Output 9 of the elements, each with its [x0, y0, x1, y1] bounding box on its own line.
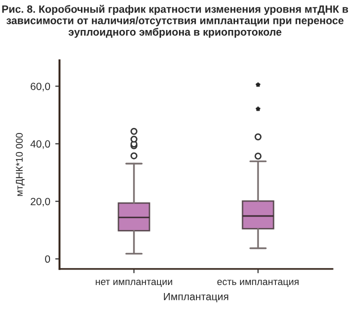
y-axis-title: мтДНК*10 000: [16, 133, 25, 196]
x-axis-title: Имплантация: [164, 292, 228, 302]
y-tick-label: 60,0: [30, 82, 50, 92]
x-tick-label: есть имплантация: [217, 280, 299, 287]
y-tick-label: 20,0: [30, 198, 50, 206]
y-tick-label: 0: [45, 255, 50, 263]
chart-title: Рис. 8. Коробочный график кратности изменения уровня мтДНК в зависимости от наличия/отсутствия имплантации при переносе эуплоидного эмбриона в криопротоколе: [2, 4, 348, 38]
y-tick-label: 40,0: [30, 140, 50, 149]
x-tick-label: нет имплантации: [96, 280, 172, 287]
